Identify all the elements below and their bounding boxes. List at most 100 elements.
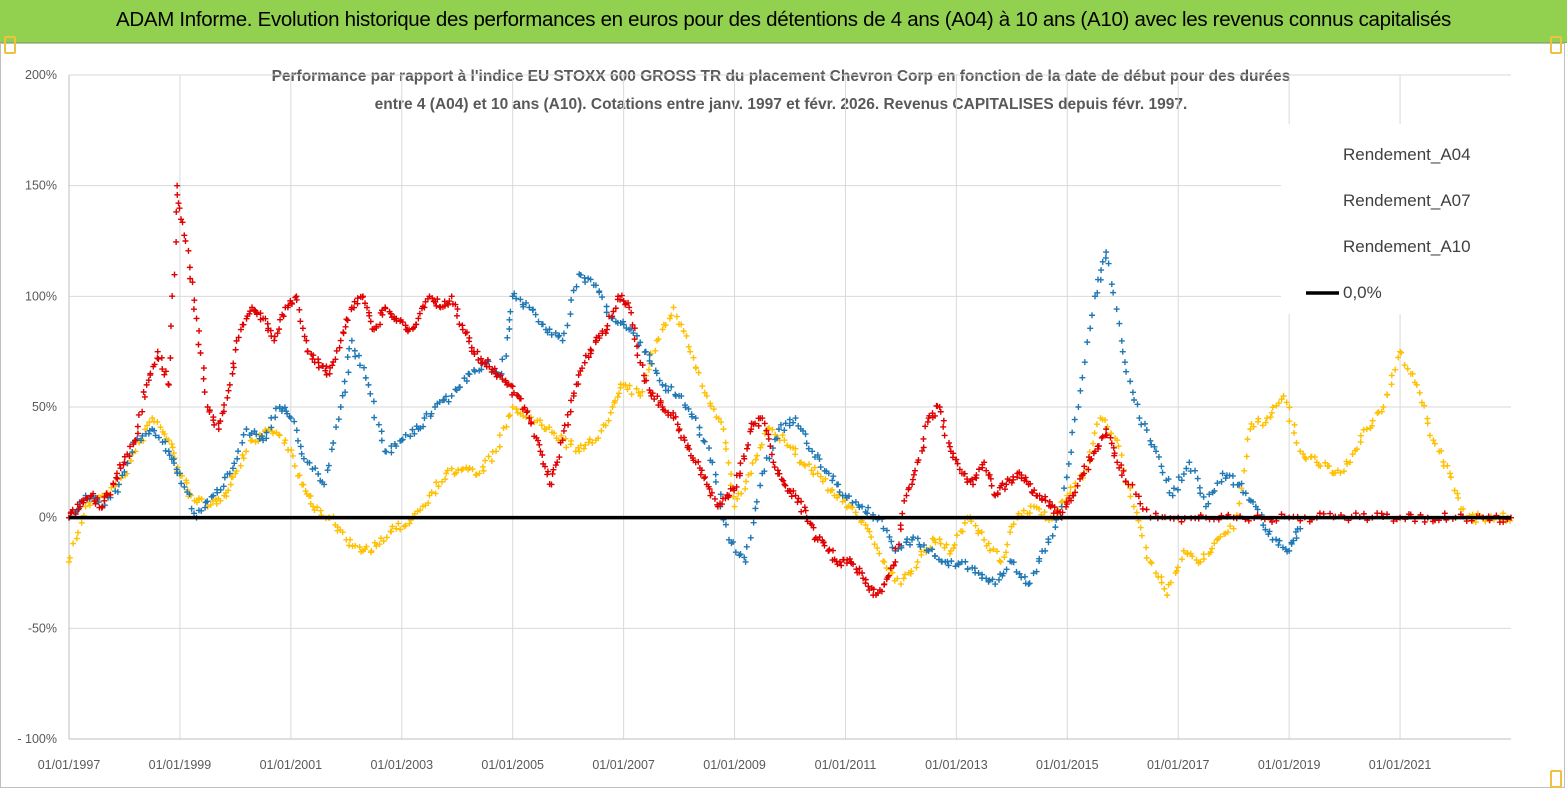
data-point (282, 437, 289, 444)
data-point (480, 467, 487, 474)
data-point (1349, 451, 1356, 458)
data-point (697, 471, 704, 478)
data-point (187, 275, 194, 282)
data-point (883, 527, 890, 534)
data-point (510, 389, 517, 396)
data-point (1242, 490, 1249, 497)
data-point (990, 546, 997, 553)
data-point (229, 370, 236, 377)
data-point (354, 300, 361, 307)
data-point (1158, 573, 1165, 580)
data-point (781, 437, 788, 444)
data-point (210, 492, 217, 499)
data-point (770, 459, 777, 466)
data-point (416, 310, 423, 317)
data-point (126, 453, 133, 460)
data-point (702, 474, 709, 481)
data-point (539, 321, 546, 328)
data-point (596, 335, 603, 342)
data-point (733, 483, 740, 490)
data-point (710, 406, 717, 413)
data-point (346, 542, 352, 549)
data-point (1089, 312, 1096, 319)
data-point (481, 359, 488, 366)
data-point (235, 334, 242, 341)
data-point (263, 429, 270, 436)
data-point (328, 446, 335, 453)
data-point (983, 575, 990, 582)
data-point (567, 441, 574, 448)
data-point (329, 362, 336, 369)
data-point (178, 480, 185, 487)
data-point (646, 351, 653, 358)
data-point (1421, 518, 1428, 525)
data-point (339, 392, 346, 399)
data-point (1293, 439, 1300, 446)
data-point (652, 367, 659, 374)
data-point (1357, 432, 1364, 439)
data-point (592, 282, 599, 289)
data-point (330, 439, 337, 446)
data-point (322, 367, 329, 374)
data-point (946, 550, 953, 557)
data-point (810, 471, 817, 478)
data-point (737, 470, 744, 477)
data-point (80, 499, 87, 506)
data-point (637, 392, 644, 399)
data-point (134, 423, 141, 430)
data-point (1344, 460, 1351, 467)
data-point (1110, 444, 1117, 451)
data-point (1143, 427, 1150, 434)
data-point (758, 441, 765, 448)
data-point (260, 437, 267, 444)
data-point (301, 333, 308, 340)
data-point (229, 474, 236, 481)
data-point (1025, 581, 1032, 588)
data-point (511, 290, 518, 297)
data-point (1186, 459, 1193, 466)
data-point (389, 523, 396, 530)
data-point (802, 462, 809, 469)
legend-label: Rendement_A10 (1343, 237, 1471, 256)
data-point (897, 581, 904, 588)
data-point (617, 296, 624, 303)
data-point (722, 521, 729, 528)
data-point (940, 417, 947, 424)
data-point (1013, 568, 1020, 575)
data-point (262, 315, 269, 322)
data-point (1173, 567, 1180, 574)
x-tick-label: 01/01/2011 (815, 758, 877, 772)
data-point (1067, 484, 1074, 491)
data-point (335, 416, 342, 423)
data-point (230, 360, 237, 367)
data-point (900, 575, 907, 582)
data-point (1260, 522, 1267, 529)
data-point (556, 332, 563, 339)
data-point (761, 420, 768, 427)
y-tick-label: - 100% (17, 732, 57, 746)
data-point (234, 455, 241, 462)
data-point (191, 297, 198, 304)
data-point (909, 481, 916, 488)
data-point (1077, 387, 1084, 394)
data-point (1114, 437, 1121, 444)
data-point (332, 356, 339, 363)
data-point (761, 468, 768, 475)
data-point (1178, 556, 1185, 563)
data-point (1153, 448, 1160, 455)
data-point (167, 354, 174, 361)
data-point (829, 547, 836, 554)
data-point (920, 542, 927, 549)
data-point (387, 310, 394, 317)
data-point (743, 478, 750, 485)
data-point (432, 404, 439, 410)
data-point (901, 497, 908, 504)
data-point (603, 303, 610, 310)
data-point (362, 300, 369, 307)
data-point (169, 444, 176, 451)
data-point (291, 463, 298, 470)
data-point (826, 546, 833, 553)
data-point (1092, 448, 1099, 455)
data-point (941, 432, 948, 439)
data-point (1108, 440, 1115, 447)
